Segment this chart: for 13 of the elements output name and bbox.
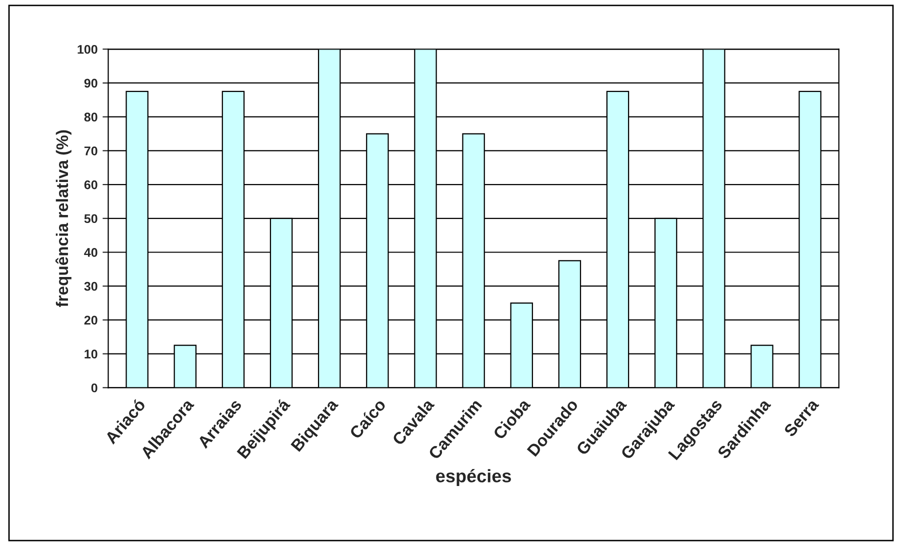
y-tick-label: 40	[84, 248, 98, 257]
y-tick-label: 50	[84, 214, 98, 224]
y-tick-label: 100	[78, 44, 98, 54]
y-tick-label: 30	[84, 282, 98, 291]
y-tick-label: 80	[84, 112, 98, 122]
y-tick-label: 70	[84, 146, 98, 156]
y-tick-label: 10	[84, 350, 98, 358]
y-tick-label: 60	[84, 180, 98, 190]
y-tick-label: 0	[91, 383, 98, 392]
x-axis-title: espécies	[436, 468, 511, 486]
y-axis-title: frequência relativa (%)	[56, 130, 72, 308]
y-tick-label: 20	[84, 316, 98, 325]
y-tick-label: 90	[84, 78, 98, 88]
